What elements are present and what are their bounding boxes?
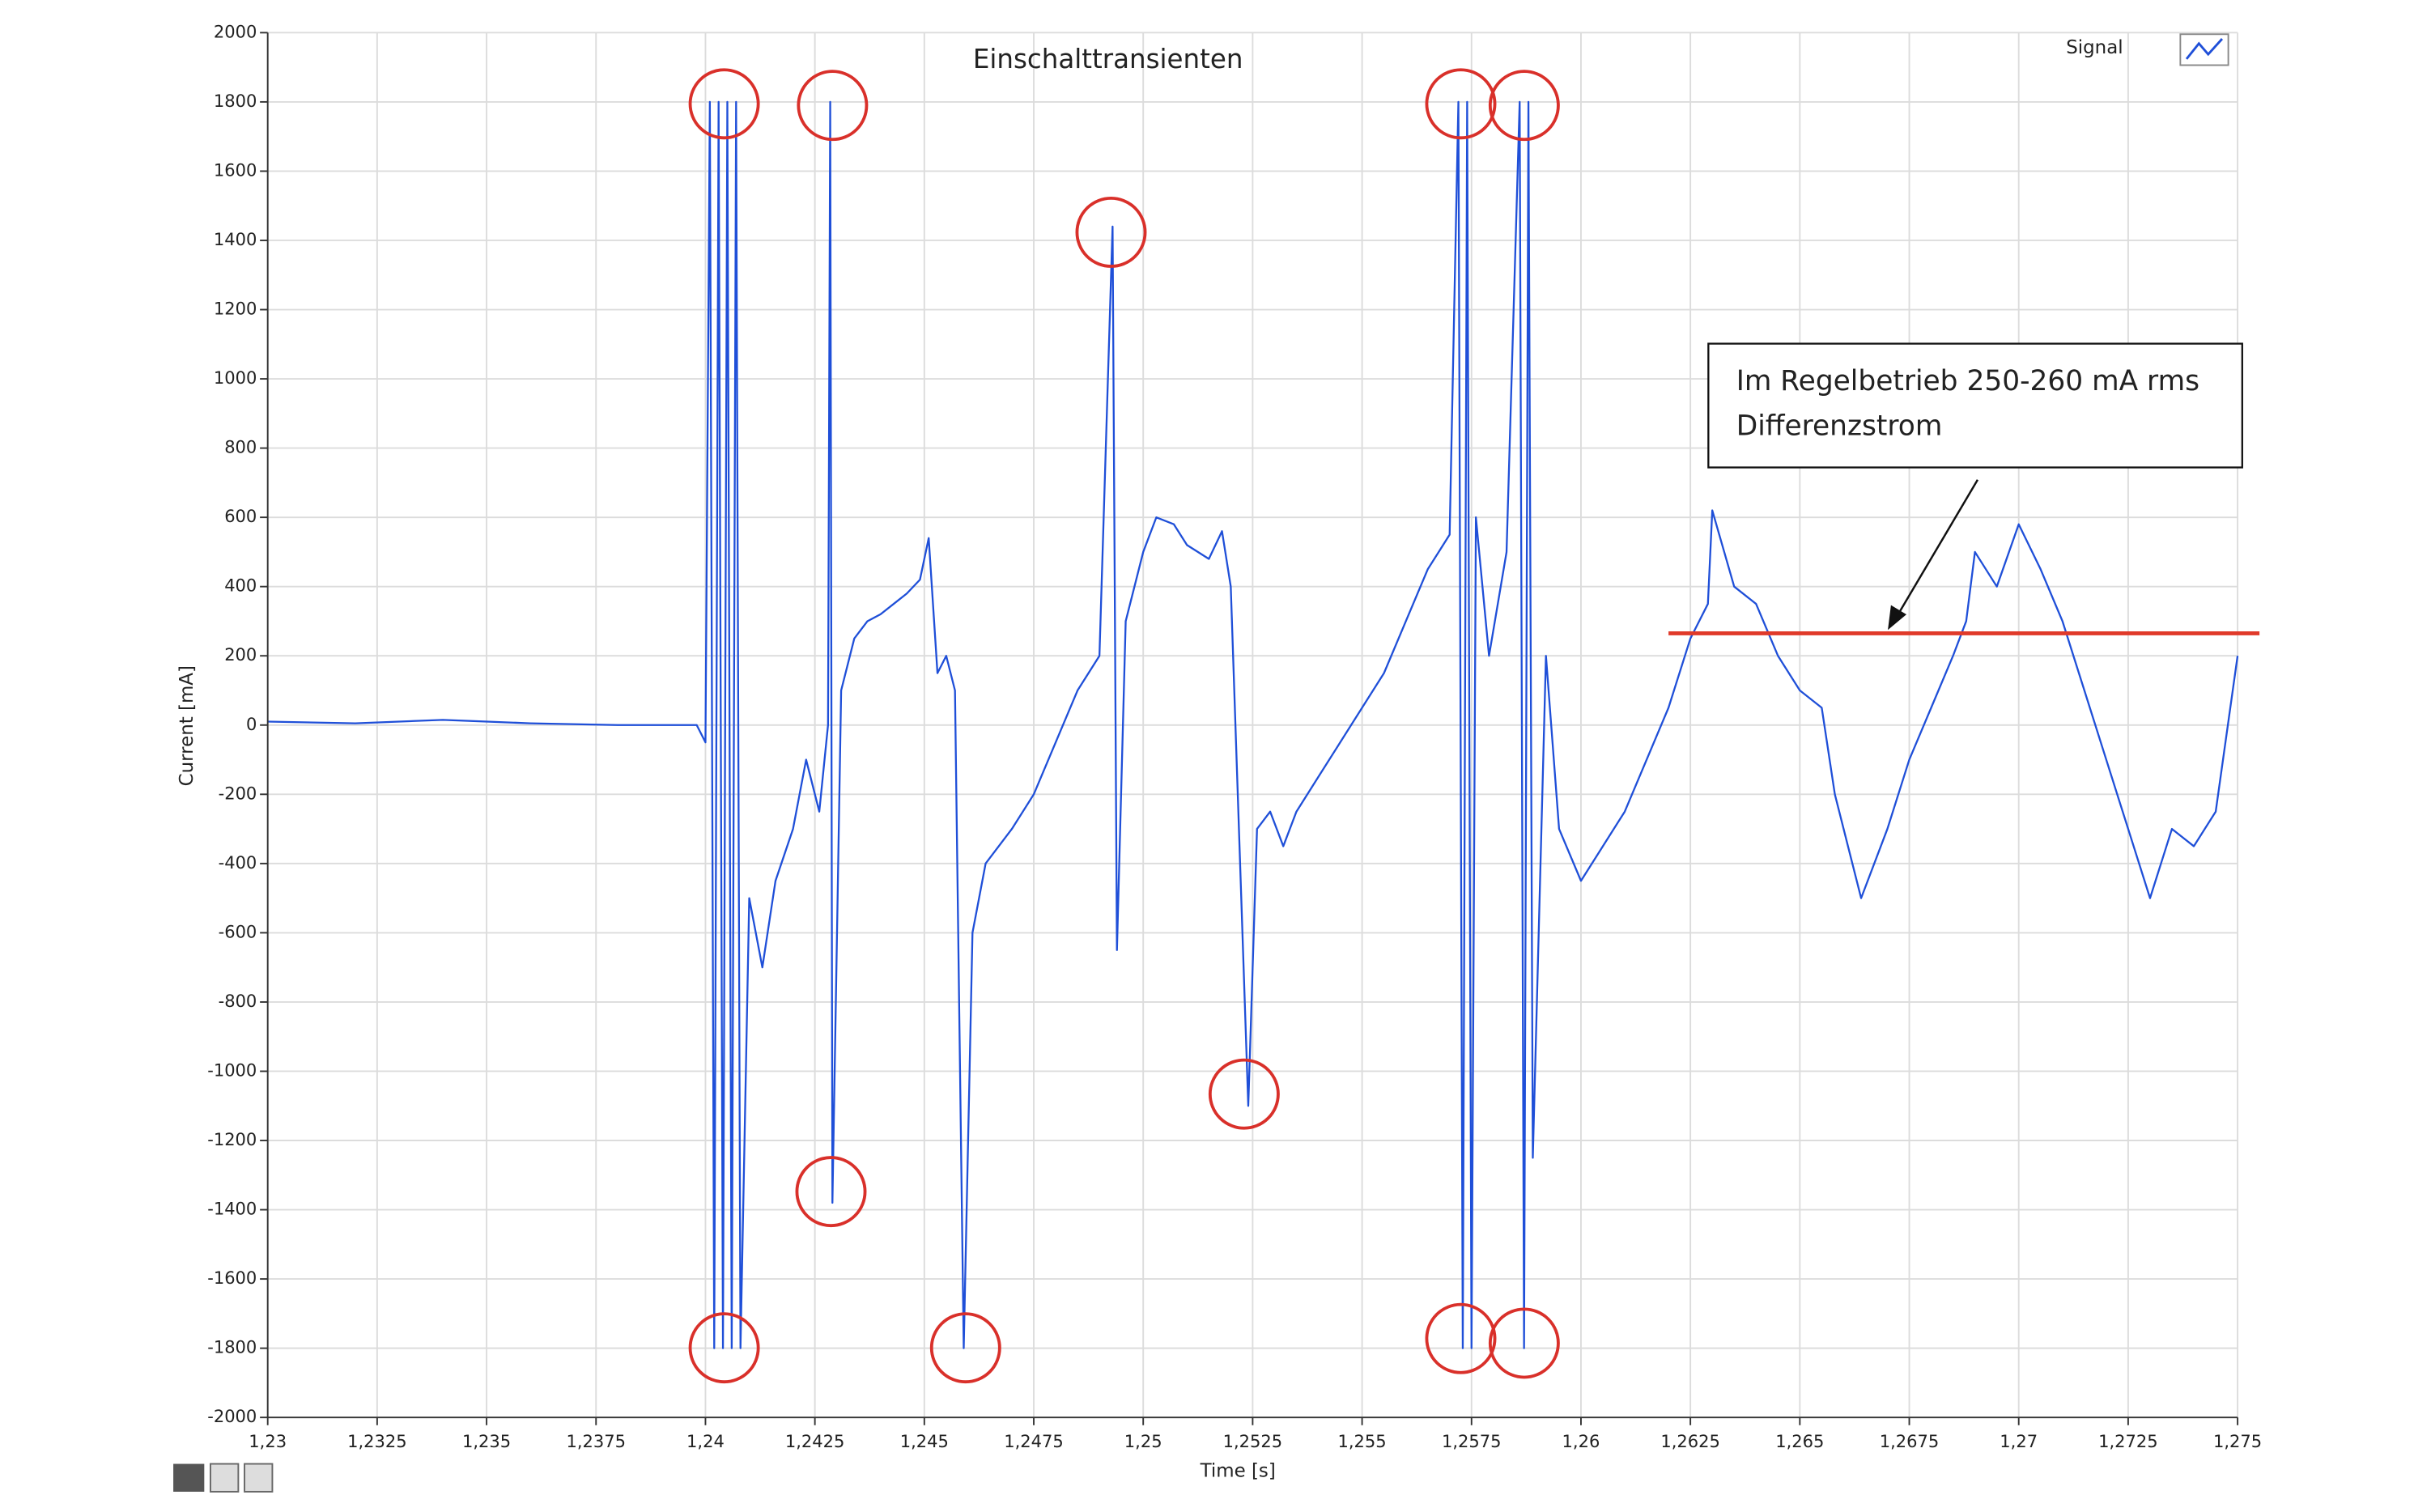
arrow-head (1888, 605, 1907, 631)
y-tick-label: 1800 (214, 91, 257, 111)
x-tick-label: 1,235 (462, 1431, 511, 1451)
marks (267, 100, 2260, 1349)
annotation-arrow (1896, 479, 1979, 617)
x-tick-label: 1,265 (1775, 1431, 1824, 1451)
x-tick-label: 1,26 (1562, 1431, 1600, 1451)
x-tick-label: 1,27 (2000, 1431, 2038, 1451)
x-tick-label: 1,2625 (1660, 1431, 1720, 1451)
grid (266, 32, 2239, 1419)
y-tick-label: 2000 (214, 21, 257, 41)
y-tick-label: 200 (224, 644, 257, 665)
legend-label: Signal (2066, 37, 2123, 58)
y-tick-label: -200 (219, 783, 257, 803)
annotation-box (1707, 342, 2243, 469)
circle (688, 68, 760, 140)
y-tick-label: -1400 (207, 1199, 257, 1219)
y-tick-label: 1600 (214, 159, 257, 180)
circle (795, 1156, 867, 1228)
chart-title: Einschalttransienten (973, 44, 1243, 74)
x-tick-label: 1,2475 (1004, 1431, 1064, 1451)
highlight-circles (688, 68, 1560, 1384)
circle (929, 1312, 1001, 1384)
annotation: Im Regelbetrieb 250-260 mA rms Differenz… (1707, 342, 2243, 631)
y-tick-label: -1200 (207, 1129, 257, 1149)
circle (688, 1312, 760, 1384)
x-tick-label: 1,2325 (347, 1431, 407, 1451)
x-tick-label: 1,2525 (1223, 1431, 1283, 1451)
y-axis-label: Current [mA] (176, 665, 198, 786)
annotation-text: Im Regelbetrieb 250-260 mA rms (1736, 365, 2199, 397)
y-tick-label: 400 (224, 575, 257, 596)
x-tick-label: 1,2675 (1880, 1431, 1940, 1451)
pan-tool[interactable] (244, 1463, 274, 1493)
x-tick-label: 1,275 (2213, 1431, 2262, 1451)
y-tick-label: -400 (219, 852, 257, 873)
zoom-tool[interactable] (210, 1463, 240, 1493)
y-tick-label: 0 (246, 714, 257, 734)
circle (1208, 1058, 1280, 1130)
y-tick-label: -1600 (207, 1268, 257, 1288)
y-tick-label: 1000 (214, 367, 257, 388)
y-tick-label: 1200 (214, 299, 257, 319)
circle (1488, 70, 1560, 142)
circle (797, 70, 869, 142)
legend: Signal (2066, 33, 2229, 66)
y-tick-label: -1800 (207, 1337, 257, 1357)
y-tick-label: 600 (224, 506, 257, 526)
x-tick-label: 1,25 (1124, 1431, 1162, 1451)
circle (1425, 68, 1497, 140)
y-tick-label: 800 (224, 437, 257, 457)
annotation-text: Differenzstrom (1736, 410, 1943, 442)
x-tick-label: 1,24 (686, 1431, 725, 1451)
toolbar[interactable] (173, 1463, 274, 1493)
x-tick-label: 1,245 (900, 1431, 949, 1451)
y-tick-label: -2000 (207, 1406, 257, 1426)
circle (1488, 1307, 1560, 1379)
x-tick-label: 1,2725 (2098, 1431, 2158, 1451)
legend-swatch (2185, 38, 2224, 60)
y-tick-label: -1000 (207, 1060, 257, 1080)
cursor-tool[interactable] (173, 1463, 205, 1492)
x-axis-label: Time [s] (1200, 1461, 1276, 1482)
x-tick-label: 1,23 (249, 1431, 287, 1451)
circle (1425, 1302, 1497, 1374)
x-tick-label: 1,255 (1337, 1431, 1386, 1451)
y-tick-label: -800 (219, 991, 257, 1011)
circle (1075, 196, 1147, 268)
y-tick-label: -600 (219, 921, 257, 941)
x-tick-label: 1,2425 (785, 1431, 845, 1451)
y-tick-label: 1400 (214, 229, 257, 249)
series-line (267, 100, 2239, 1349)
x-tick-label: 1,2575 (1442, 1431, 1502, 1451)
x-tick-label: 1,2375 (566, 1431, 626, 1451)
